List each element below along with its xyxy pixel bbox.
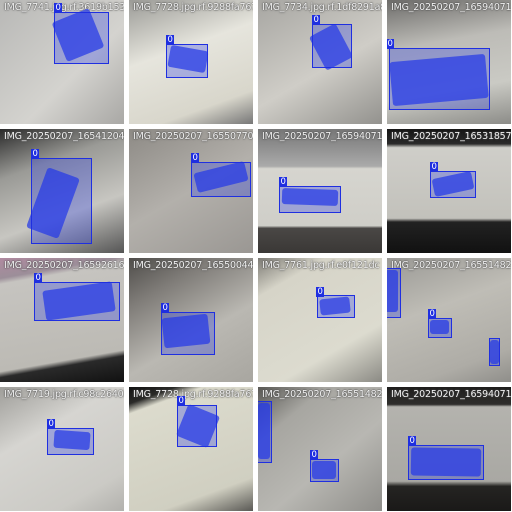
bounding-box[interactable] (177, 405, 217, 447)
tile-caption: IMG_20250207_165514825 (391, 260, 511, 271)
class-label-tag: 0 (177, 396, 185, 406)
bounding-box[interactable] (258, 401, 272, 463)
image-tile[interactable]: IMG_20250207_165507700 0 (129, 129, 253, 253)
tile-caption: IMG_7761.jpg.rf.e0f121dc (262, 260, 379, 271)
bounding-box[interactable] (310, 459, 339, 482)
image-tile[interactable]: IMG_20250207_165412043 0 (0, 129, 124, 253)
bounding-box[interactable] (428, 318, 452, 338)
tile-caption: IMG_20250207_165412043 (4, 131, 124, 142)
tile-caption: IMG_20250207_165500448 (133, 260, 253, 271)
bounding-box[interactable] (312, 24, 352, 68)
tile-caption: IMG_20250207_165940712 (262, 131, 382, 142)
class-label-tag: 0 (387, 39, 394, 49)
bounding-box[interactable] (387, 268, 401, 318)
class-label-tag: 0 (47, 419, 55, 429)
bounding-box[interactable] (430, 171, 476, 198)
bounding-box[interactable] (54, 12, 109, 64)
tile-caption: IMG_20250207_165940712 (391, 2, 511, 13)
class-label-tag: 0 (316, 287, 324, 297)
bounding-box[interactable] (166, 44, 208, 78)
class-label-tag: 0 (408, 436, 416, 446)
image-tile[interactable]: IMG_7741.jpg.rf.3619b153 0 (0, 0, 124, 124)
tile-caption: IMG_20250207_165507700 (133, 131, 253, 142)
tile-caption: IMG_20250207_165514825 (262, 389, 382, 400)
class-label-tag: 0 (430, 162, 438, 172)
tile-caption: IMG_7728.jpg.rf.9288fa767 (133, 2, 253, 13)
image-tile[interactable]: IMG_7728.jpg.rf.9288fa767 0 (129, 387, 253, 511)
class-label-tag: 0 (161, 303, 169, 313)
image-tile[interactable]: IMG_20250207_165940712 0 (387, 0, 511, 124)
bounding-box[interactable] (47, 428, 94, 455)
image-tile[interactable]: IMG_20250207_165514825 0 (387, 258, 511, 382)
class-label-tag: 0 (191, 153, 199, 163)
image-tile[interactable]: IMG_20250207_165500448 0 (129, 258, 253, 382)
bounding-box[interactable] (34, 282, 120, 321)
tile-caption: IMG_20250207_165318579 (391, 131, 511, 142)
image-tile[interactable]: IMG_7734.jpg.rf.1df8291a8 0 (258, 0, 382, 124)
bounding-box[interactable] (191, 162, 251, 197)
image-tile[interactable]: IMG_20250207_165940712 0 (258, 129, 382, 253)
image-tile[interactable]: IMG_20250207_165926169 0 (0, 258, 124, 382)
class-label-tag: 0 (310, 450, 318, 460)
tile-caption: IMG_7728.jpg.rf.9288fa767 (133, 389, 253, 400)
class-label-tag: 0 (279, 177, 287, 187)
image-tile[interactable]: IMG_7728.jpg.rf.9288fa767 0 (129, 0, 253, 124)
class-label-tag: 0 (54, 3, 62, 13)
tile-caption: IMG_20250207_165940712 (391, 389, 511, 400)
class-label-tag: 0 (428, 309, 436, 319)
image-tile[interactable]: IMG_20250207_165940712 0 (387, 387, 511, 511)
bounding-box[interactable] (408, 445, 484, 480)
image-tile[interactable]: IMG_20250207_165514825 0 (258, 387, 382, 511)
bounding-box[interactable] (317, 295, 355, 318)
class-label-tag: 0 (166, 35, 174, 45)
bounding-box[interactable] (161, 312, 215, 355)
bounding-box[interactable] (489, 338, 500, 366)
bounding-box[interactable] (279, 186, 341, 213)
bounding-box[interactable] (31, 158, 92, 244)
class-label-tag: 0 (312, 15, 320, 25)
image-tile[interactable]: IMG_20250207_165318579 0 (387, 129, 511, 253)
tile-caption: IMG_7734.jpg.rf.1df8291a8 (262, 2, 382, 13)
image-tile[interactable]: IMG_7719.jpg.rf.c98c26402 0 (0, 387, 124, 511)
photo-background (258, 387, 382, 511)
photo-background (258, 258, 382, 382)
class-label-tag: 0 (31, 149, 39, 159)
tile-caption: IMG_7719.jpg.rf.c98c26402 (4, 389, 124, 400)
tile-caption: IMG_20250207_165926169 (4, 260, 124, 271)
class-label-tag: 0 (34, 273, 42, 283)
image-tile[interactable]: IMG_7761.jpg.rf.e0f121dc 0 (258, 258, 382, 382)
bounding-box[interactable] (389, 48, 490, 110)
